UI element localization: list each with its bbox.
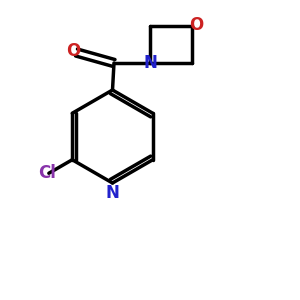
Text: N: N — [143, 54, 157, 72]
Text: Cl: Cl — [38, 164, 56, 182]
Text: O: O — [189, 16, 204, 34]
Text: N: N — [106, 184, 119, 202]
Text: O: O — [66, 42, 81, 60]
